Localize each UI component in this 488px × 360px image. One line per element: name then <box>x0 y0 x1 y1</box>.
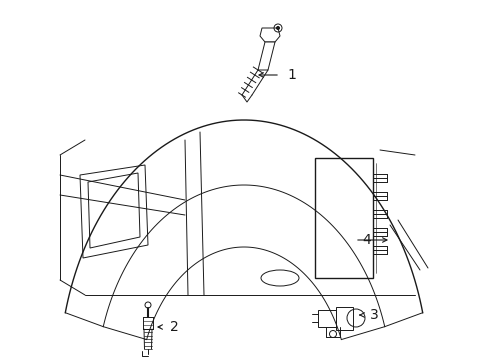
Text: 4: 4 <box>361 233 370 247</box>
Polygon shape <box>260 28 280 42</box>
Polygon shape <box>80 165 148 258</box>
Text: 1: 1 <box>286 68 295 82</box>
Polygon shape <box>335 307 352 330</box>
Text: 2: 2 <box>170 320 179 334</box>
Polygon shape <box>258 42 274 70</box>
Polygon shape <box>88 173 140 248</box>
Text: 3: 3 <box>369 308 378 322</box>
Polygon shape <box>317 310 335 327</box>
Circle shape <box>276 27 279 30</box>
Bar <box>314 158 372 278</box>
